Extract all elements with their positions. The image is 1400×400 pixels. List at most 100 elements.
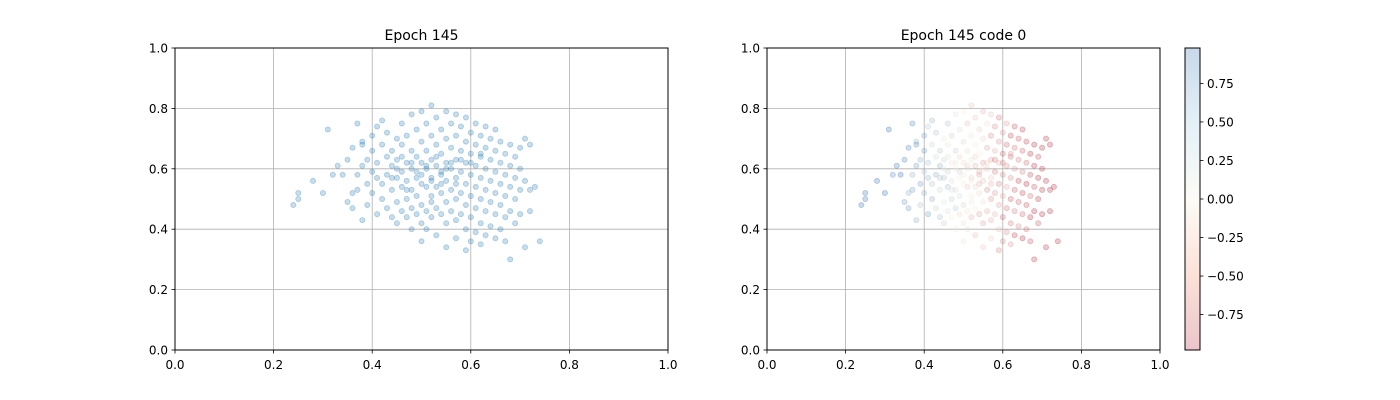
scatter-point [428,192,435,199]
scatter-point [952,111,959,118]
colorbar: 0.75 0.50 0.25 0.00 −0.25 −0.50 −0.75 [1184,47,1244,351]
scatter-point [1015,198,1022,205]
scatter-point [948,195,955,202]
scatter-point [976,171,983,178]
scatter-point [383,153,390,160]
scatter-point [952,186,959,193]
scatter-point [913,138,920,145]
scatter-point [917,201,924,208]
scatter-point [995,159,1002,166]
scatter-point [502,171,509,178]
scatter-point [964,165,971,172]
scatter-point [968,102,975,109]
scatter-point [988,156,995,163]
y-tick-label: 0.6 [741,162,760,176]
scatter-point [1003,162,1010,169]
y-tick-label: 0.6 [149,162,168,176]
scatter-point [940,135,947,142]
scatter-point [1047,186,1054,193]
scatter-point [438,150,445,157]
scatter-point [858,201,865,208]
scatter-point [1023,159,1030,166]
scatter-point [1043,177,1050,184]
scatter-point [403,177,410,184]
scatter-point [492,147,499,154]
scatter-point [995,138,1002,145]
scatter-point [452,195,459,202]
scatter-point [517,211,524,218]
scatter-point [1031,183,1038,190]
scatter-point [1019,126,1026,133]
y-axis-left: 0.0 0.2 0.4 0.6 0.8 1.0 [149,42,175,358]
scatter-point [359,138,366,145]
scatter-point [443,177,450,184]
scatter-point [423,165,430,172]
scatter-point [991,123,998,130]
scatter-point [492,168,499,175]
x-tick-label: 0.4 [915,358,934,372]
scatter-point [1047,141,1054,148]
scatter-point [1003,120,1010,127]
scatter-point [492,235,499,242]
scatter-point [462,114,469,121]
scatter-point [413,153,420,160]
scatter-point [964,208,971,215]
scatter-point [980,108,987,115]
scatter-point [393,220,400,227]
scatter-point [507,183,514,190]
scatter-point [921,168,928,175]
scatter-point [433,205,440,212]
scatter-point [408,186,415,193]
scatter-point [448,159,455,166]
scatter-point [1015,135,1022,142]
scatter-point [487,135,494,142]
scatter-point [487,198,494,205]
scatter-point [991,189,998,196]
scatter-point [369,189,376,196]
scatter-point [1011,232,1018,239]
scatter-point [999,171,1006,178]
scatter-point [290,201,297,208]
scatter-point [1003,141,1010,148]
scatter-point [909,171,916,178]
scatter-point [991,156,998,163]
scatter-point [492,189,499,196]
scatter-point [403,214,410,221]
scatter-point [936,186,943,193]
scatter-point [988,132,995,139]
scatter-point [1019,235,1026,242]
x-tick-label: 0.8 [560,358,579,372]
scatter-point [393,165,400,172]
scatter-point [1007,150,1014,157]
scatter-point [1035,153,1042,160]
scatter-point [418,159,425,166]
scatter-point [1035,220,1042,227]
scatter-point [917,156,924,163]
scatter-point [428,174,435,181]
scatter-point [359,141,366,148]
scatter-point [354,171,361,178]
scatter-point [443,159,450,166]
scatter-point [369,168,376,175]
scatter-point [944,141,951,148]
scatter-point [929,195,936,202]
y-axis-right: 0.0 0.2 0.4 0.6 0.8 1.0 [741,42,767,358]
scatter-point [477,150,484,157]
scatter-point [1027,192,1034,199]
scatter-point [487,156,494,163]
scatter-point [462,159,469,166]
scatter-point [467,150,474,157]
scatter-point [418,201,425,208]
scatter-point [462,247,469,254]
x-tick-label: 0.6 [461,358,480,372]
scatter-point [976,211,983,218]
scatter-point [512,195,519,202]
scatter-point [984,186,991,193]
scatter-point [339,171,346,178]
scatter-point [334,162,341,169]
scatter-point [482,186,489,193]
scatter-point [502,150,509,157]
scatter-point [1007,153,1014,160]
y-tick-label: 0.2 [741,283,760,297]
scatter-point [507,141,514,148]
